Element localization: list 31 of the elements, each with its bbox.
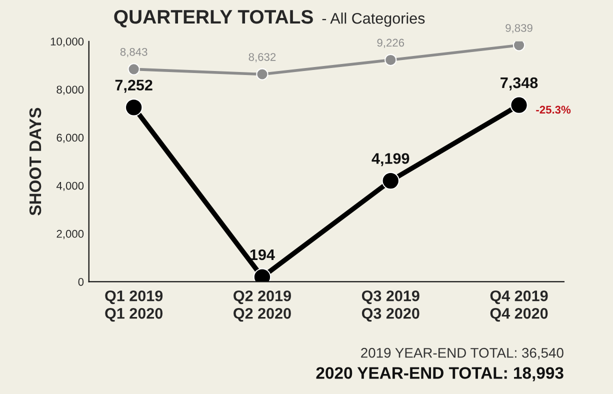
x-tick-label: Q4 2019 Q4 2020: [490, 290, 548, 322]
y-tick-label: 10,000: [50, 38, 84, 47]
chart-title: QUARTERLY TOTALS: [114, 10, 313, 28]
point: [128, 63, 140, 76]
y-tick-label: 0: [78, 278, 84, 286]
y-tick-label: 2,000: [56, 230, 84, 240]
y-tick-label: 4,000: [56, 182, 84, 192]
data-label: 7,252: [115, 80, 152, 93]
x-tick-label: Q2 2019 Q2 2020: [234, 290, 291, 322]
data-label: 9,839: [506, 24, 532, 34]
annotation: -25.3%: [536, 106, 571, 114]
point: [124, 98, 143, 116]
data-label: 194: [250, 249, 275, 260]
point: [256, 68, 268, 80]
data-label: 8,843: [120, 48, 148, 58]
data-label: 7,348: [500, 77, 538, 90]
data-label: 9,226: [377, 38, 404, 48]
text: 2019 YEAR-END TOTAL: 36,540: [361, 348, 564, 360]
data-label: 8,632: [248, 53, 276, 62]
point: [510, 96, 528, 114]
point: [512, 41, 526, 52]
chart-subtitle: - All Categories: [322, 12, 425, 27]
x-tick-label: Q3 2019 Q3 2020: [362, 290, 420, 322]
data-label: 4,199: [372, 153, 410, 166]
y-axis-title: SHOOT DAYS: [29, 108, 42, 216]
point: [382, 172, 400, 190]
y-tick-label: 6,000: [56, 134, 84, 143]
text: 2020 YEAR-END TOTAL: 18,993: [316, 367, 564, 382]
point: [384, 54, 397, 66]
y-tick-label: 8,000: [56, 86, 84, 95]
x-tick-label: Q1 2019 Q1 2020: [105, 290, 163, 322]
